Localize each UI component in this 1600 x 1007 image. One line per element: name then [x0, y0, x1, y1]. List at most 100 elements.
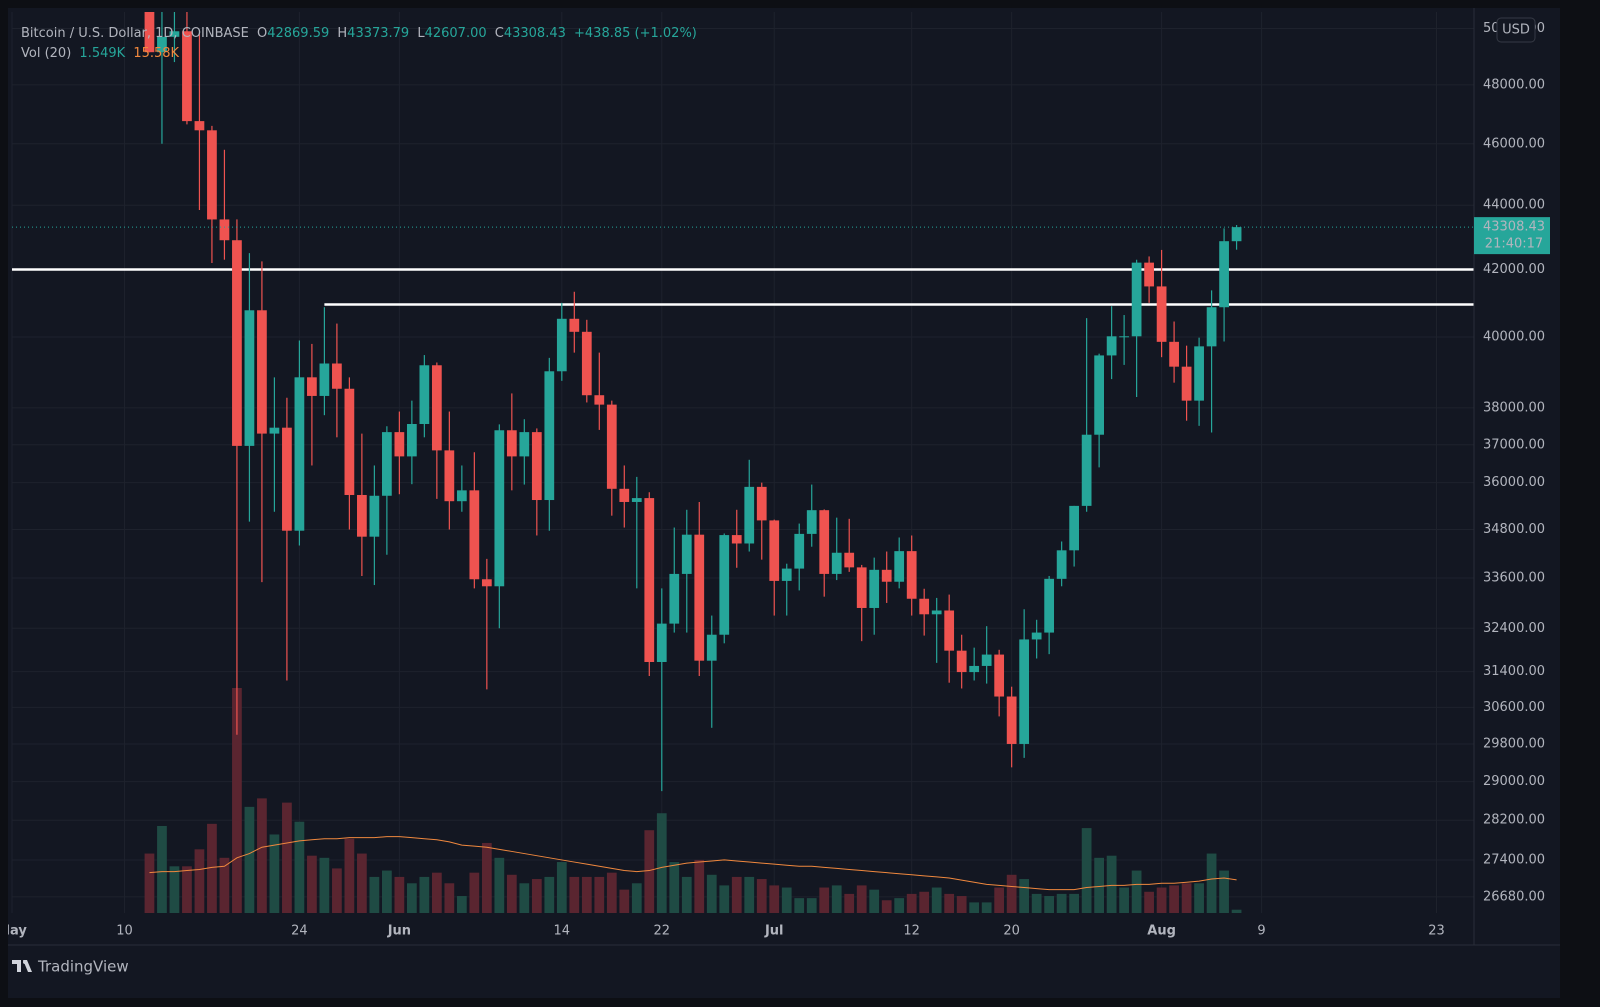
candle-body: [1094, 355, 1105, 435]
candle-body: [731, 535, 742, 544]
candle-body: [581, 331, 592, 396]
ohlc-value: 42869.59: [267, 26, 329, 41]
candle-body: [631, 498, 642, 502]
candle-body: [894, 551, 905, 582]
y-tick-label: 27400.00: [1483, 853, 1545, 868]
volume-header: Vol (20) 1.549K 15.58K: [21, 46, 180, 61]
volume-value: 1.549K: [79, 46, 125, 61]
volume-bar: [756, 879, 767, 913]
candle-body: [681, 534, 692, 574]
volume-bar: [1044, 896, 1055, 913]
x-tick-label: 9: [1257, 924, 1265, 939]
volume-ma-value: 15.58K: [133, 46, 179, 61]
volume-bar: [1169, 885, 1179, 913]
y-tick-label: 29000.00: [1483, 774, 1545, 789]
volume-bar: [157, 825, 167, 913]
y-tick-label: 44000.00: [1483, 198, 1545, 213]
candle-body: [1181, 366, 1192, 401]
volume-bar: [481, 842, 492, 913]
candle-body: [506, 430, 517, 457]
volume-bar: [1181, 883, 1192, 913]
volume-bar: [381, 870, 392, 913]
candle-body: [1144, 262, 1154, 287]
candle-body: [332, 363, 342, 389]
candle-body: [569, 318, 580, 332]
volume-bar: [994, 887, 1005, 913]
volume-bar: [1106, 855, 1117, 913]
currency-label[interactable]: USD: [1502, 23, 1530, 38]
change: +438.85 (+1.02%): [574, 26, 697, 41]
volume-bar: [956, 896, 967, 913]
candle-body: [994, 654, 1005, 697]
candle-body: [606, 404, 617, 489]
ohlc-value: 42607.00: [425, 26, 487, 41]
volume-bar: [856, 885, 867, 913]
volume-bar: [569, 876, 580, 913]
y-tick-label: 37000.00: [1483, 437, 1545, 452]
volume-bar: [694, 859, 705, 913]
candle-body: [594, 395, 605, 405]
volume-bar: [794, 898, 805, 913]
volume-bar: [456, 896, 467, 913]
candle-body: [444, 450, 455, 502]
volume-bar: [894, 898, 905, 913]
volume-bar: [531, 879, 542, 913]
ohlc-key: H: [337, 26, 347, 41]
candle-body: [1056, 550, 1067, 579]
volume-bar: [319, 857, 330, 913]
candle-body: [1219, 241, 1229, 308]
candle-body: [1069, 505, 1080, 551]
y-tick-label: 29800.00: [1483, 736, 1545, 751]
y-tick-label: 26680.00: [1483, 889, 1545, 904]
candle-body: [781, 568, 792, 581]
candle-body: [207, 130, 217, 220]
currency-badge[interactable]: [1496, 17, 1536, 43]
volume-bar: [257, 798, 267, 913]
volume-bar: [1069, 893, 1080, 913]
volume-bar: [731, 876, 742, 913]
candle-body: [1156, 286, 1167, 342]
volume-bar: [357, 853, 367, 913]
volume-bar: [519, 883, 530, 913]
candle-body: [257, 310, 267, 434]
candle-body: [394, 432, 405, 457]
candle-body: [931, 610, 942, 615]
volume-bar: [1144, 891, 1154, 913]
volume-bar: [931, 887, 942, 913]
volume-bar: [881, 900, 892, 913]
x-tick-label: May: [0, 924, 27, 939]
candle-body: [519, 432, 530, 457]
candle-body: [769, 520, 780, 581]
candle-body: [556, 318, 567, 372]
candle-body: [744, 486, 755, 544]
candle-body: [381, 432, 392, 496]
candle-body: [1019, 639, 1030, 744]
countdown-label: 21:40:17: [1485, 237, 1543, 252]
x-tick-label: Jul: [764, 924, 784, 939]
volume-bar: [631, 883, 642, 913]
time-axis: May 10 24 Jun 14 22 Jul 12 20 Aug 9 23: [0, 924, 1445, 939]
volume-bar: [394, 876, 405, 913]
candle-body: [307, 377, 317, 396]
volume-bar: [469, 872, 480, 913]
candle-body: [232, 240, 242, 446]
y-tick-label: 30600.00: [1483, 700, 1545, 715]
volume-bar: [1094, 857, 1105, 913]
volume-bar: [219, 857, 230, 913]
volume-bar: [1219, 870, 1229, 913]
volume-label: Vol (20): [21, 46, 71, 61]
volume-bar: [1206, 853, 1217, 913]
volume-bar: [1019, 879, 1030, 913]
volume-bar: [144, 853, 155, 913]
y-tick-label: 40000.00: [1483, 329, 1545, 344]
y-tick-label: 33600.00: [1483, 571, 1545, 586]
candle-body: [1131, 262, 1142, 337]
x-tick-label: 10: [116, 924, 133, 939]
volume-bar: [581, 876, 592, 913]
candle-body: [694, 534, 705, 661]
volume-bar: [769, 885, 780, 913]
candle-body: [494, 430, 505, 587]
volume-bar: [207, 823, 217, 913]
plot-area: [12, 12, 1474, 913]
